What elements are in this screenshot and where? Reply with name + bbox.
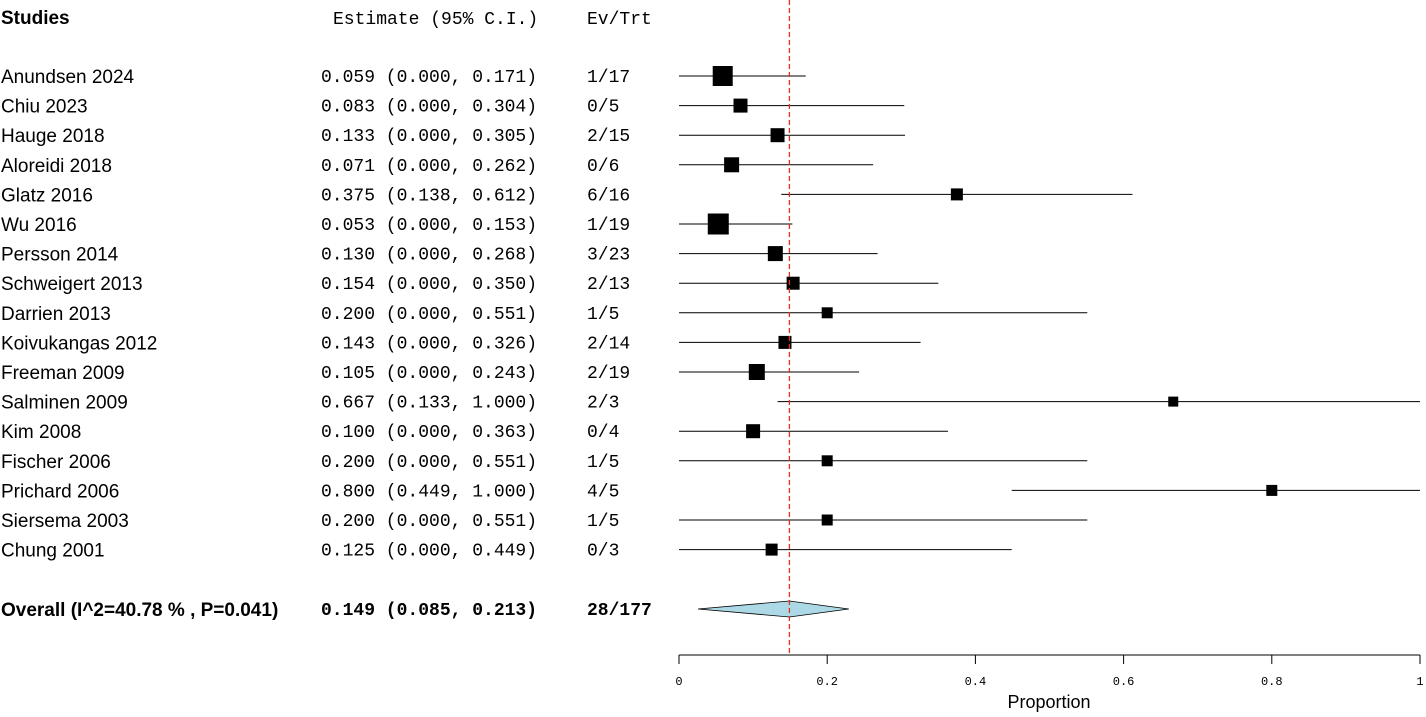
study-ev-trt: 1/5 bbox=[587, 512, 619, 532]
x-tick-label: 0.8 bbox=[1261, 675, 1283, 689]
x-axis-title: Proportion bbox=[1007, 692, 1090, 712]
x-tick-label: 0.6 bbox=[1113, 675, 1135, 689]
study-estimate: 0.130 (0.000, 0.268) bbox=[321, 246, 537, 266]
study-ev-trt: 3/23 bbox=[587, 246, 630, 266]
study-name: Freeman 2009 bbox=[1, 363, 125, 384]
study-ev-trt: 4/5 bbox=[587, 482, 619, 502]
x-tick-label: 0.2 bbox=[816, 675, 838, 689]
study-estimate: 0.133 (0.000, 0.305) bbox=[321, 127, 537, 147]
study-name: Prichard 2006 bbox=[1, 481, 119, 502]
study-estimate: 0.200 (0.000, 0.551) bbox=[321, 512, 537, 532]
study-box bbox=[821, 455, 833, 467]
study-estimate: 0.053 (0.000, 0.153) bbox=[321, 216, 537, 236]
study-name: Hauge 2018 bbox=[1, 126, 105, 147]
x-tick-label: 0.4 bbox=[965, 675, 987, 689]
study-box bbox=[746, 424, 761, 439]
study-name: Glatz 2016 bbox=[1, 185, 93, 206]
study-box bbox=[1168, 396, 1179, 407]
study-name: Persson 2014 bbox=[1, 245, 119, 266]
study-estimate: 0.154 (0.000, 0.350) bbox=[321, 275, 537, 295]
x-tick-label: 0 bbox=[675, 675, 682, 689]
study-name: Anundsen 2024 bbox=[1, 67, 135, 88]
study-ev-trt: 1/5 bbox=[587, 453, 619, 473]
study-ev-trt: 2/15 bbox=[587, 127, 630, 147]
study-marks bbox=[679, 66, 1420, 556]
overall-row: Overall (I^2=40.78 % , P=0.041) 0.149 (0.… bbox=[1, 600, 849, 621]
study-box bbox=[748, 364, 765, 380]
study-name: Salminen 2009 bbox=[1, 393, 128, 414]
study-ev-trt: 2/3 bbox=[587, 394, 619, 414]
x-axis: 0 0.2 0.4 0.6 0.8 1 Proportion bbox=[675, 654, 1424, 712]
study-ev-trt: 1/19 bbox=[587, 216, 630, 236]
study-box bbox=[778, 335, 792, 349]
study-name: Siersema 2003 bbox=[1, 511, 129, 532]
study-box bbox=[767, 246, 783, 262]
study-rows: Anundsen 2024 0.059 (0.000, 0.171) 1/17 Chi… bbox=[1, 67, 630, 562]
study-estimate: 0.071 (0.000, 0.262) bbox=[321, 157, 537, 177]
study-box bbox=[707, 213, 729, 235]
study-ev-trt: 0/6 bbox=[587, 157, 619, 177]
study-ev-trt: 0/3 bbox=[587, 542, 619, 562]
study-estimate: 0.125 (0.000, 0.449) bbox=[321, 542, 537, 562]
header-ev-trt: Ev/Trt bbox=[587, 10, 652, 30]
study-estimate: 0.059 (0.000, 0.171) bbox=[321, 68, 537, 88]
study-estimate: 0.105 (0.000, 0.243) bbox=[321, 364, 537, 384]
study-ev-trt: 2/13 bbox=[587, 275, 630, 295]
header-estimate: Estimate (95% C.I.) bbox=[333, 10, 538, 30]
study-ev-trt: 2/14 bbox=[587, 334, 630, 354]
study-ev-trt: 2/19 bbox=[587, 364, 630, 384]
header-studies: Studies bbox=[1, 8, 70, 29]
study-estimate: 0.100 (0.000, 0.363) bbox=[321, 423, 537, 443]
study-box bbox=[786, 276, 800, 290]
study-estimate: 0.200 (0.000, 0.551) bbox=[321, 453, 537, 473]
study-name: Aloreidi 2018 bbox=[1, 156, 112, 177]
study-box bbox=[950, 188, 963, 201]
study-estimate: 0.667 (0.133, 1.000) bbox=[321, 394, 537, 414]
study-estimate: 0.083 (0.000, 0.304) bbox=[321, 98, 537, 118]
overall-estimate: 0.149 (0.085, 0.213) bbox=[321, 601, 537, 621]
study-box bbox=[1266, 484, 1278, 496]
study-name: Chiu 2023 bbox=[1, 97, 88, 118]
study-box bbox=[733, 98, 748, 113]
study-name: Chung 2001 bbox=[1, 541, 105, 562]
study-box bbox=[724, 157, 740, 173]
study-box bbox=[765, 543, 778, 556]
x-tick-label: 1 bbox=[1416, 675, 1423, 689]
study-box bbox=[712, 66, 733, 86]
overall-diamond bbox=[697, 600, 849, 618]
study-name: Fischer 2006 bbox=[1, 452, 111, 473]
study-box bbox=[770, 128, 785, 143]
study-name: Koivukangas 2012 bbox=[1, 333, 157, 354]
study-estimate: 0.143 (0.000, 0.326) bbox=[321, 334, 537, 354]
study-box bbox=[821, 514, 833, 526]
study-ev-trt: 1/17 bbox=[587, 68, 630, 88]
study-name: Kim 2008 bbox=[1, 422, 81, 443]
study-box bbox=[821, 307, 833, 319]
study-name: Wu 2016 bbox=[1, 215, 77, 236]
study-ev-trt: 0/5 bbox=[587, 98, 619, 118]
study-ev-trt: 6/16 bbox=[587, 186, 630, 206]
study-estimate: 0.200 (0.000, 0.551) bbox=[321, 305, 537, 325]
study-estimate: 0.800 (0.449, 1.000) bbox=[321, 482, 537, 502]
study-ev-trt: 1/5 bbox=[587, 305, 619, 325]
study-estimate: 0.375 (0.138, 0.612) bbox=[321, 186, 537, 206]
study-ev-trt: 0/4 bbox=[587, 423, 619, 443]
study-name: Darrien 2013 bbox=[1, 304, 111, 325]
study-name: Schweigert 2013 bbox=[1, 274, 143, 295]
overall-ev-trt: 28/177 bbox=[587, 601, 652, 621]
overall-label: Overall (I^2=40.78 % , P=0.041) bbox=[1, 600, 278, 621]
